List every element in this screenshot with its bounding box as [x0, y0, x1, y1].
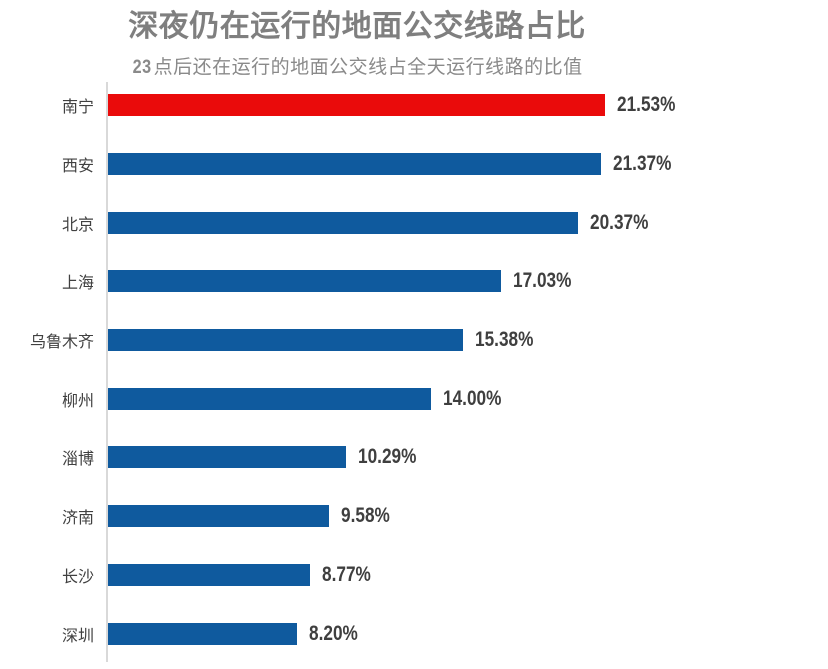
- value-label: 21.37%: [613, 152, 672, 176]
- bar-row: 北京 20.37%: [62, 193, 828, 252]
- bar-row: 长沙 8.77%: [62, 546, 828, 605]
- bar: [108, 622, 297, 645]
- category-label: 上海: [61, 275, 94, 293]
- bar: [108, 563, 310, 586]
- bar-row: 乌鲁木齐 15.38%: [30, 311, 828, 370]
- chart-header: 深夜仍在运行的地面公交线路占比 23点后还在运行的地面公交线占全天运行线路的比值: [107, 8, 607, 79]
- plot-area: 南宁 21.53% 西安 21.37% 北京 20.37% 上海 17.03% 乌鲁木齐 15.3…: [30, 76, 828, 663]
- bar-row: 济南 9.58%: [62, 487, 828, 546]
- value-label: 8.20%: [309, 621, 358, 645]
- bar: [108, 505, 329, 528]
- category-label: 乌鲁木齐: [29, 334, 94, 352]
- subtitle-text: 点后还在运行的地面公交线占全天运行线路的比值: [153, 56, 583, 78]
- category-label: 长沙: [61, 568, 94, 586]
- bar: [108, 270, 501, 293]
- category-label: 西安: [61, 158, 94, 176]
- bar-row: 深圳 8.20%: [62, 604, 828, 663]
- category-label: 柳州: [61, 392, 94, 410]
- chart-title: 深夜仍在运行的地面公交线路占比: [128, 10, 586, 43]
- bar: [108, 387, 431, 410]
- bar-rows: 南宁 21.53% 西安 21.37% 北京 20.37% 上海 17.03% 乌鲁木齐 15.3…: [30, 76, 828, 663]
- bar-row: 淄博 10.29%: [62, 428, 828, 487]
- value-label: 10.29%: [358, 445, 417, 469]
- y-axis-line: [106, 82, 108, 662]
- bar: [108, 446, 346, 469]
- category-label: 淄博: [61, 451, 94, 469]
- value-label: 15.38%: [475, 328, 534, 352]
- value-label: 21.53%: [617, 93, 676, 117]
- bar: [108, 153, 601, 176]
- category-label: 北京: [61, 216, 94, 234]
- category-label: 南宁: [61, 99, 94, 117]
- value-label: 8.77%: [322, 562, 371, 586]
- bar-highlighted: [108, 94, 605, 117]
- value-label: 14.00%: [443, 386, 502, 410]
- value-label: 20.37%: [590, 210, 649, 234]
- value-label: 9.58%: [341, 504, 390, 528]
- bar-row: 西安 21.37%: [62, 135, 828, 194]
- bar-row: 南宁 21.53%: [62, 76, 828, 135]
- value-label: 17.03%: [513, 269, 572, 293]
- category-label: 深圳: [61, 627, 94, 645]
- bar: [108, 329, 463, 352]
- category-label: 济南: [61, 510, 94, 528]
- bar-row: 上海 17.03%: [62, 252, 828, 311]
- bar-row: 柳州 14.00%: [62, 369, 828, 428]
- subtitle-number: 23: [133, 56, 152, 78]
- chart-subtitle: 23点后还在运行的地面公交线占全天运行线路的比值: [107, 52, 607, 79]
- bar: [108, 211, 578, 234]
